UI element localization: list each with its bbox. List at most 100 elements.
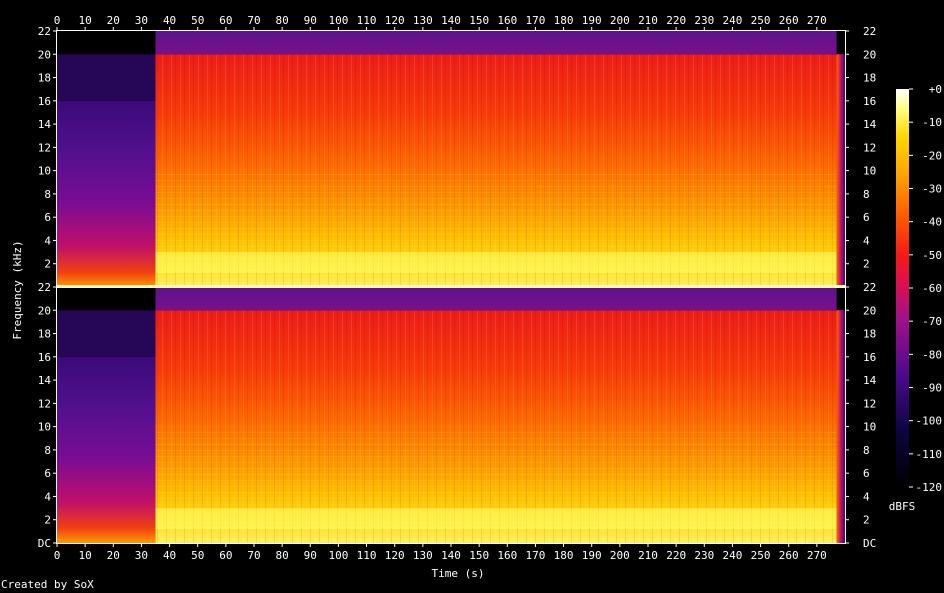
y-tick-label-right: 20 xyxy=(863,48,876,61)
x-tick-label-bottom: 50 xyxy=(191,549,204,562)
channel-1-fade-out xyxy=(836,54,845,287)
x-tick-label-top: 230 xyxy=(694,14,714,27)
colorbar-tick-label: -20 xyxy=(922,149,942,162)
channel-2-above-cutoff-band xyxy=(155,287,837,311)
y-tick-label-right: 12 xyxy=(863,397,876,410)
x-tick-label-top: 30 xyxy=(135,14,148,27)
y-tick-label-left: 20 xyxy=(38,304,51,317)
y-tick-label-right: 18 xyxy=(863,328,876,341)
x-tick-label-bottom: 160 xyxy=(497,549,517,562)
y-tick-label-right: 20 xyxy=(863,304,876,317)
colorbar-tick-label: -90 xyxy=(922,382,942,395)
colorbar-tick-label: -60 xyxy=(922,282,942,295)
y-tick-label-left: 6 xyxy=(44,211,51,224)
y-tick-label-right: 22 xyxy=(863,25,876,38)
x-tick-label-bottom: 190 xyxy=(582,549,602,562)
x-tick-label-top: 220 xyxy=(666,14,686,27)
x-tick-label-bottom: 90 xyxy=(304,549,317,562)
x-tick-label-bottom: 30 xyxy=(135,549,148,562)
channel-2-intro-energy xyxy=(57,356,156,543)
x-tick-label-bottom: 210 xyxy=(638,549,658,562)
channel-1-spectrogram xyxy=(57,31,845,288)
x-tick-label-top: 130 xyxy=(413,14,433,27)
x-tick-label-top: 90 xyxy=(304,14,317,27)
y-tick-label-left: 14 xyxy=(38,374,52,387)
channel-2-fade-out xyxy=(836,310,845,543)
colorbar-gradient xyxy=(896,89,909,487)
x-tick-label-bottom: 200 xyxy=(610,549,630,562)
y-tick-label-left: 8 xyxy=(44,444,51,457)
x-tick-label-top: 80 xyxy=(276,14,289,27)
credit-text: Created by SoX xyxy=(1,578,94,591)
x-tick-label-top: 180 xyxy=(554,14,574,27)
y-tick-label-left: 4 xyxy=(44,234,51,247)
y-tick-label-right: 16 xyxy=(863,95,876,108)
x-tick-label-bottom: 60 xyxy=(219,549,232,562)
y-tick-label-left: 18 xyxy=(38,72,51,85)
y-tick-label-right: 10 xyxy=(863,165,876,178)
y-tick-label-right: 6 xyxy=(863,467,870,480)
x-tick-label-top: 60 xyxy=(219,14,232,27)
y-tick-label-right: 14 xyxy=(863,118,877,131)
x-tick-label-top: 250 xyxy=(751,14,771,27)
y-tick-label-left: 2 xyxy=(44,258,51,271)
x-tick-label-top: 150 xyxy=(469,14,489,27)
y-tick-label-left: 18 xyxy=(38,328,51,341)
y-tick-label-right: 4 xyxy=(863,490,870,503)
x-tick-label-top: 200 xyxy=(610,14,630,27)
x-tick-label-top: 50 xyxy=(191,14,204,27)
y-tick-label-left: 12 xyxy=(38,141,51,154)
x-tick-label-top: 40 xyxy=(163,14,176,27)
y-tick-label-right: 2 xyxy=(863,514,870,527)
channel-1-above-cutoff-band xyxy=(155,31,837,55)
y-tick-label-right: 8 xyxy=(863,188,870,201)
y-tick-label-left: 16 xyxy=(38,351,51,364)
y-tick-label-left: 14 xyxy=(38,118,52,131)
x-tick-label-top: 110 xyxy=(357,14,377,27)
x-tick-label-bottom: 20 xyxy=(107,549,120,562)
x-tick-label-top: 190 xyxy=(582,14,602,27)
y-tick-label-left: 4 xyxy=(44,490,51,503)
x-tick-label-bottom: 220 xyxy=(666,549,686,562)
x-tick-label-bottom: 260 xyxy=(779,549,799,562)
x-tick-label-top: 0 xyxy=(54,14,61,27)
x-tick-label-bottom: 250 xyxy=(751,549,771,562)
y-tick-label-left: 22 xyxy=(38,281,51,294)
y-tick-label-right: 4 xyxy=(863,234,870,247)
x-tick-label-bottom: 240 xyxy=(722,549,742,562)
colorbar-tick-label: +0 xyxy=(929,83,942,96)
x-tick-label-bottom: 270 xyxy=(807,549,827,562)
x-tick-label-bottom: 170 xyxy=(525,549,545,562)
x-tick-label-top: 120 xyxy=(385,14,405,27)
y-axis-label: Frequency (kHz) xyxy=(11,240,24,339)
x-tick-label-top: 210 xyxy=(638,14,658,27)
x-tick-label-top: 170 xyxy=(525,14,545,27)
x-tick-label-bottom: 70 xyxy=(247,549,260,562)
x-tick-label-top: 140 xyxy=(441,14,461,27)
y-tick-label-left: 10 xyxy=(38,165,51,178)
channel-divider xyxy=(57,285,845,288)
x-tick-label-bottom: 230 xyxy=(694,549,714,562)
colorbar-label: dBFS xyxy=(889,500,916,513)
y-tick-label-right: 14 xyxy=(863,374,877,387)
y-tick-label-right: DC xyxy=(863,537,876,550)
y-tick-label-left: 10 xyxy=(38,421,51,434)
spectrogram-panels xyxy=(57,31,845,543)
x-tick-label-bottom: 40 xyxy=(163,549,176,562)
y-tick-label-left: 20 xyxy=(38,48,51,61)
y-tick-label-right: 16 xyxy=(863,351,876,364)
x-tick-label-top: 10 xyxy=(79,14,92,27)
y-tick-label-left: 12 xyxy=(38,397,51,410)
spectrogram-axes: 0 0 10 10 20 20 30 30 40 40 50 50 60 60 70 70 80 80 90 90 10… xyxy=(38,14,877,562)
colorbar: +0 -10 -20 -30 -40 -50 -60 -70 -80 -90 -100 -110 -12… xyxy=(889,83,942,513)
colorbar-tick-label: -70 xyxy=(922,315,942,328)
colorbar-tick-label: -110 xyxy=(916,448,943,461)
y-tick-label-right: 22 xyxy=(863,281,876,294)
colorbar-tick-label: -50 xyxy=(922,249,942,262)
channel-1-intro-high-band xyxy=(57,54,156,101)
channel-2-low-band xyxy=(155,508,837,530)
colorbar-tick-label: -80 xyxy=(922,348,942,361)
x-tick-label-top: 240 xyxy=(722,14,742,27)
x-tick-label-bottom: 130 xyxy=(413,549,433,562)
